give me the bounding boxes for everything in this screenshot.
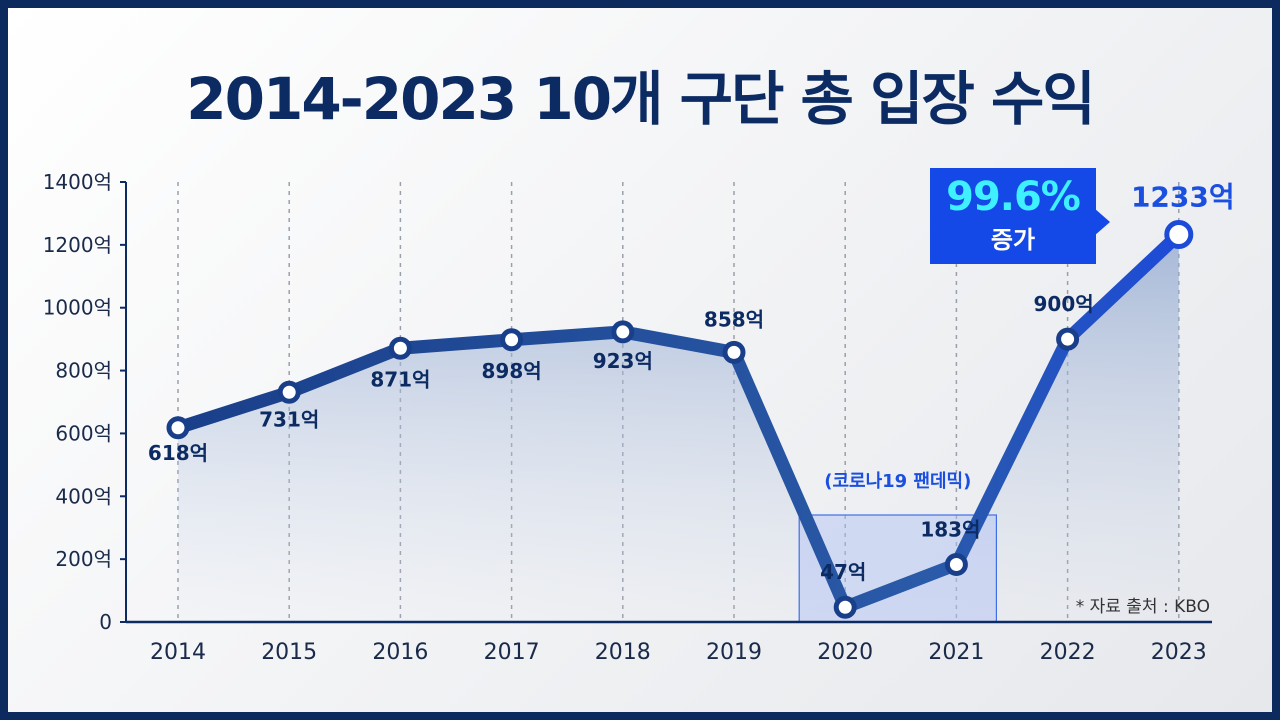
x-tick-label: 2022 bbox=[1040, 640, 1096, 665]
x-tick-label: 2019 bbox=[706, 640, 762, 665]
increase-text: 증가 bbox=[990, 226, 1036, 254]
pandemic-annotation: (코로나19 팬데믹) bbox=[824, 471, 971, 492]
area-fill bbox=[178, 234, 1179, 622]
data-point bbox=[722, 340, 746, 364]
data-point bbox=[500, 328, 524, 352]
data-point bbox=[833, 595, 857, 619]
data-point bbox=[1164, 219, 1194, 249]
data-label: 900억 bbox=[1034, 292, 1094, 316]
data-point bbox=[277, 380, 301, 404]
x-tick-label: 2021 bbox=[928, 640, 984, 665]
y-tick-label: 600억 bbox=[55, 421, 112, 445]
y-tick-label: 1000억 bbox=[43, 296, 112, 320]
increase-callout: 99.6% 증가 bbox=[930, 168, 1096, 264]
data-label: 871억 bbox=[370, 367, 430, 391]
callout-pointer bbox=[1094, 208, 1110, 236]
data-line bbox=[171, 227, 1186, 614]
y-tick-label: 200억 bbox=[55, 547, 112, 571]
data-point bbox=[944, 552, 968, 576]
data-label: 731억 bbox=[259, 407, 319, 431]
increase-percent: 99.6% bbox=[946, 174, 1081, 220]
x-tick-label: 2017 bbox=[484, 640, 540, 665]
data-label: 858억 bbox=[704, 307, 764, 331]
source-note: * 자료 출처 : KBO bbox=[1075, 597, 1210, 617]
y-tick-label: 800억 bbox=[55, 359, 112, 383]
x-tick-label: 2020 bbox=[817, 640, 873, 665]
x-tick-label: 2023 bbox=[1151, 640, 1207, 665]
data-label: 183억 bbox=[920, 517, 980, 541]
data-label: 1233억 bbox=[1131, 180, 1235, 213]
y-tick-label: 1400억 bbox=[43, 170, 112, 194]
data-point bbox=[1056, 327, 1080, 351]
data-label: 618억 bbox=[148, 441, 208, 465]
y-tick-label: 0 bbox=[99, 610, 112, 634]
data-label: 898억 bbox=[482, 359, 542, 383]
x-tick-label: 2014 bbox=[150, 640, 206, 665]
x-tick-label: 2015 bbox=[261, 640, 317, 665]
chart-title: 2014-2023 10개 구단 총 입장 수익 bbox=[186, 65, 1095, 133]
x-tick-label: 2016 bbox=[372, 640, 428, 665]
data-label: 923억 bbox=[593, 349, 653, 373]
x-tick-label: 2018 bbox=[595, 640, 651, 665]
y-tick-label: 1200억 bbox=[43, 233, 112, 257]
data-point bbox=[388, 336, 412, 360]
data-label: 47억 bbox=[820, 560, 866, 584]
data-point bbox=[611, 320, 635, 344]
data-point bbox=[166, 416, 190, 440]
y-tick-label: 400억 bbox=[55, 484, 112, 508]
